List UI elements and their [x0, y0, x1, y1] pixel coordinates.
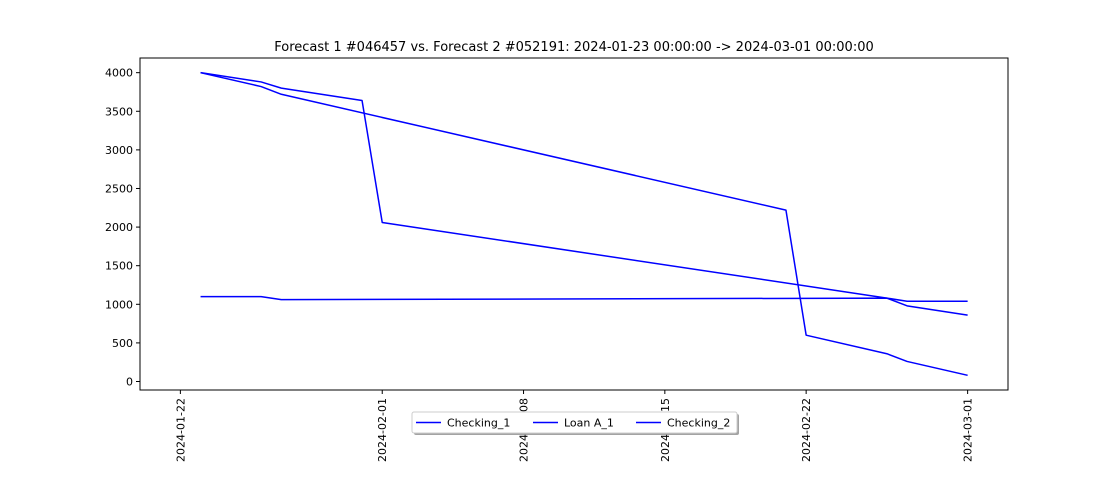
- legend-label: Loan A_1: [564, 417, 614, 430]
- y-tick-label: 0: [126, 376, 133, 389]
- y-tick-label: 500: [112, 337, 133, 350]
- series-line-checking-2: [200, 295, 968, 302]
- y-tick-label: 2500: [105, 182, 133, 195]
- y-tick-label: 4000: [105, 67, 133, 80]
- series-line-loan-a-1: [200, 71, 968, 377]
- x-tick-label: 2024-01-22: [174, 398, 187, 462]
- x-tick-label: 2024-03-01: [962, 398, 975, 462]
- series-line-checking-1: [200, 71, 968, 316]
- y-tick-label: 3500: [105, 105, 133, 118]
- x-tick-label: 2024-02-01: [376, 398, 389, 462]
- plot-area: [139, 57, 1009, 391]
- legend-box: [411, 411, 738, 434]
- legend-label: Checking_1: [447, 417, 510, 430]
- legend: Checking_1 Loan A_1 Checking_2: [411, 411, 739, 435]
- y-tick-label: 1500: [105, 260, 133, 273]
- chart-title: Forecast 1 #046457 vs. Forecast 2 #05219…: [274, 40, 874, 55]
- y-tick-label: 2000: [105, 221, 133, 234]
- y-tick-label: 3000: [105, 144, 133, 157]
- y-tick-label: 1000: [105, 298, 133, 311]
- plot-frame: [139, 57, 1009, 391]
- legend-label: Checking_2: [667, 417, 730, 430]
- y-axis: 0 500 1000 1500 2000 2500 3000 3500 4000: [105, 67, 140, 389]
- x-tick-label: 2024-02-22: [800, 398, 813, 462]
